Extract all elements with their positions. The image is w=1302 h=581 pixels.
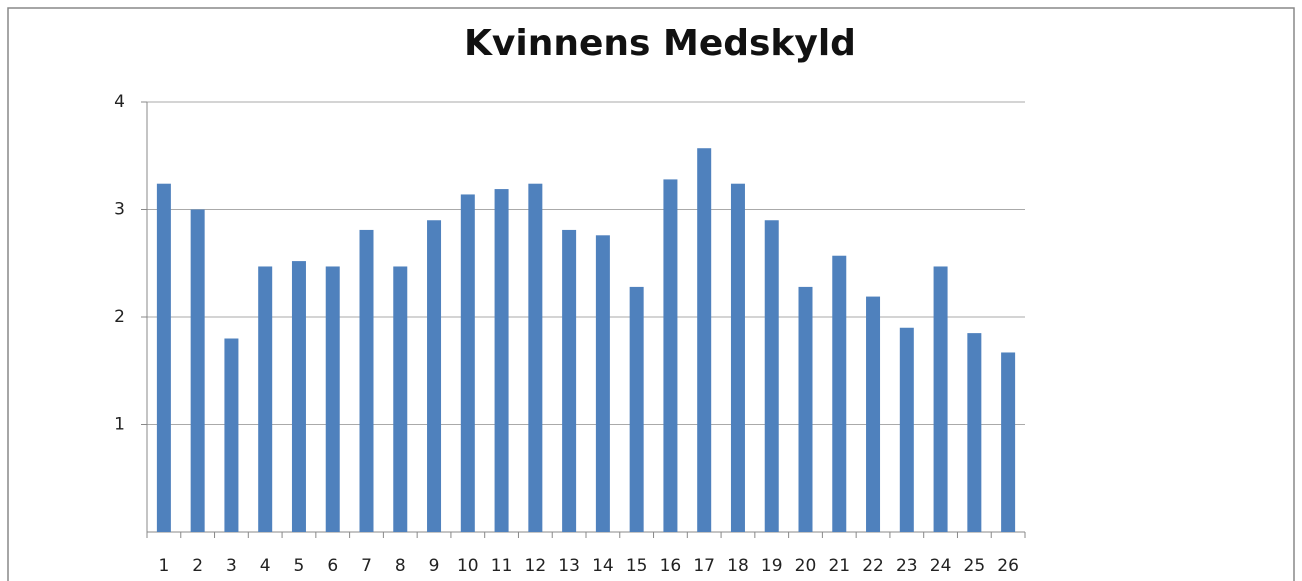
x-tick-label: 18 — [727, 556, 749, 576]
bar — [224, 338, 239, 532]
bar — [393, 266, 408, 532]
bar — [562, 229, 577, 533]
x-tick-label: 2 — [192, 556, 203, 576]
y-tick-label: 4 — [114, 92, 125, 112]
bar — [460, 194, 475, 532]
x-tick-label: 15 — [626, 556, 648, 576]
bar — [967, 333, 982, 532]
x-tick-label: 20 — [795, 556, 817, 576]
bar — [629, 286, 644, 532]
x-tick-label: 13 — [558, 556, 580, 576]
chart-frame — [7, 7, 1295, 581]
bar — [190, 209, 205, 532]
bar — [866, 296, 881, 532]
bar — [764, 220, 779, 532]
bar — [730, 183, 745, 532]
bar — [933, 266, 948, 532]
bar — [291, 261, 306, 532]
bar — [156, 183, 171, 532]
bar — [899, 327, 914, 532]
x-tick-label: 8 — [395, 556, 406, 576]
bar — [832, 255, 847, 532]
x-tick-label: 22 — [862, 556, 884, 576]
x-tick-label: 12 — [525, 556, 547, 576]
bar — [494, 189, 509, 532]
x-tick-label: 14 — [592, 556, 614, 576]
x-tick-label: 24 — [930, 556, 952, 576]
bar — [325, 266, 340, 532]
x-tick-label: 25 — [964, 556, 986, 576]
bar — [1001, 352, 1016, 532]
x-tick-label: 16 — [660, 556, 682, 576]
bar — [528, 183, 543, 532]
x-tick-label: 23 — [896, 556, 918, 576]
x-tick-label: 1 — [158, 556, 169, 576]
x-tick-label: 11 — [491, 556, 513, 576]
bar — [258, 266, 273, 532]
x-tick-label: 17 — [693, 556, 715, 576]
chart-title: Kvinnens Medskyld — [464, 23, 856, 64]
x-tick-label: 9 — [429, 556, 440, 576]
x-tick-label: 10 — [457, 556, 479, 576]
y-tick-label: 2 — [114, 307, 125, 327]
bar — [697, 148, 712, 532]
x-tick-label: 6 — [327, 556, 338, 576]
x-tick-label: 21 — [828, 556, 850, 576]
x-tick-label: 7 — [361, 556, 372, 576]
x-tick-label: 5 — [294, 556, 305, 576]
x-tick-label: 26 — [997, 556, 1019, 576]
bar — [595, 235, 610, 533]
bar — [798, 286, 813, 532]
bar — [359, 229, 374, 533]
x-tick-label: 3 — [226, 556, 237, 576]
x-tick-label: 4 — [260, 556, 271, 576]
x-tick-label: 19 — [761, 556, 783, 576]
y-tick-label: 1 — [114, 415, 125, 435]
y-tick-label: 3 — [114, 200, 125, 220]
bar — [663, 179, 678, 532]
bar — [427, 220, 442, 532]
